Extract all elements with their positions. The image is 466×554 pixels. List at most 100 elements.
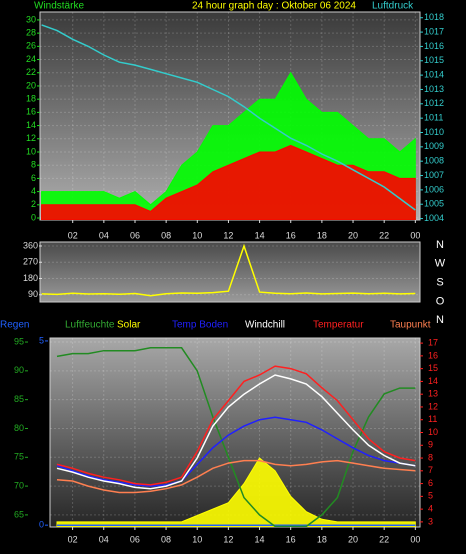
series-line (56, 416, 416, 487)
plot-layer (40, 12, 420, 220)
y2-tick-label: 1018 (424, 12, 444, 22)
y2-tick-label: 1017 (424, 26, 444, 36)
x-tick-label: 12 (223, 230, 233, 240)
y-tick-label: 12 (26, 133, 36, 143)
y-tick-label: 90 (14, 365, 24, 375)
x-tick-label: 16 (286, 534, 296, 544)
legend-entry: Temperatur (313, 320, 364, 331)
y-tick-label: 16 (26, 107, 36, 117)
series-area (41, 144, 416, 220)
y2-tick-label: 4 (428, 503, 433, 513)
y2-tick-label: 9 (428, 440, 433, 450)
y-tick-label: 30 (26, 14, 36, 24)
chart-title: 24 hour graph day : Oktober 06 2024 (192, 1, 356, 12)
y2-tick-label: 1012 (424, 98, 444, 108)
plot-area (49, 337, 421, 528)
y2-tick-label: 1009 (424, 141, 444, 151)
x-tick-label: 00 (410, 534, 420, 544)
x-tick-label: 12 (223, 534, 233, 544)
series-line (56, 459, 416, 494)
y-tick-label: 8 (31, 160, 36, 170)
x-tick-label: 04 (99, 534, 109, 544)
y2-tick-label: 11 (428, 414, 437, 424)
y2-tick-label: 1004 (424, 213, 444, 223)
y2-tick-label: 6 (428, 478, 433, 488)
x-tick-label: 08 (161, 534, 171, 544)
y2-tick-label: 1014 (424, 69, 444, 79)
y2-tick-label: 1016 (424, 41, 444, 51)
y2-tick-label: 1008 (424, 156, 444, 166)
series-area (56, 457, 416, 527)
series-line (56, 374, 416, 490)
x-tick-label: 06 (130, 230, 140, 240)
legend-entry: Taupunkt (390, 320, 431, 331)
series-line (41, 24, 416, 211)
y2-tick-label: 1007 (424, 170, 444, 180)
y-tick-label: 90 (28, 289, 38, 299)
series-line (56, 365, 416, 486)
y2-tick-label: 5 (428, 491, 433, 501)
y-tick-label: 75 (14, 452, 24, 462)
y-tick-label: 0 (31, 212, 36, 222)
x-tick-label: 10 (192, 534, 202, 544)
y2-tick-label: 14 (428, 376, 438, 386)
y2-tick-label: 8 (428, 452, 433, 462)
y-tick-label: 70 (14, 480, 24, 490)
y-tick-label: 26 (26, 41, 36, 51)
direction-label: O (436, 295, 445, 307)
x-tick-label: 10 (192, 230, 202, 240)
y-tick-label: 10 (26, 146, 36, 156)
y2-tick-label: 1015 (424, 55, 444, 65)
x-tick-label: 00 (410, 230, 420, 240)
series-line (41, 243, 416, 297)
y2-tick-label: 3 (428, 516, 433, 526)
plot-layer (50, 338, 420, 527)
direction-label: N (436, 239, 444, 251)
x-tick-label: 16 (286, 230, 296, 240)
y2-tick-label: 12 (428, 401, 438, 411)
x-tick-label: 22 (379, 534, 389, 544)
y-tick-label: 0 (39, 520, 44, 530)
y2-tick-label: 7 (428, 465, 433, 475)
plot-layer (40, 243, 420, 297)
x-tick-label: 20 (348, 230, 358, 240)
y2-tick-label: 1010 (424, 127, 444, 137)
legend-entry: Regen (0, 320, 29, 331)
y-tick-label: 14 (26, 120, 36, 130)
x-tick-label: 14 (255, 534, 265, 544)
y2-tick-label: 1011 (424, 113, 443, 123)
y2-tick-label: 17 (428, 337, 438, 347)
y-tick-label: 28 (26, 28, 36, 38)
y2-tick-label: 10 (428, 427, 438, 437)
x-tick-label: 18 (317, 230, 327, 240)
x-tick-label: 22 (379, 230, 389, 240)
x-tick-label: 04 (99, 230, 109, 240)
y-tick-label: 5 (39, 335, 44, 345)
y-tick-label: 270 (23, 257, 38, 267)
y-tick-label: 65 (14, 509, 24, 519)
y-tick-label: 85 (14, 394, 24, 404)
y-tick-label: 95 (14, 336, 24, 346)
direction-label: S (436, 277, 443, 289)
y-tick-label: 6 (31, 173, 36, 183)
y-tick-label: 24 (26, 54, 36, 64)
y2-tick-label: 16 (428, 350, 438, 360)
y2-axis-label: Luftdruck (372, 1, 414, 12)
y-axis-label: Windstärke (34, 1, 84, 12)
plot-area (39, 241, 421, 303)
y2-tick-label: 1013 (424, 84, 444, 94)
legend-entry: Luftfeuchte (65, 320, 115, 331)
x-tick-label: 20 (348, 534, 358, 544)
y-tick-label: 22 (26, 67, 36, 77)
y-tick-label: 18 (26, 94, 36, 104)
series-line (56, 347, 416, 527)
legend-entry: Windchill (245, 320, 285, 331)
y-tick-label: 360 (23, 240, 38, 250)
direction-label: N (436, 314, 444, 326)
y-tick-label: 180 (23, 273, 38, 283)
y2-tick-label: 15 (428, 363, 438, 373)
y2-tick-label: 13 (428, 389, 438, 399)
x-tick-label: 06 (130, 534, 140, 544)
x-tick-label: 18 (317, 534, 327, 544)
